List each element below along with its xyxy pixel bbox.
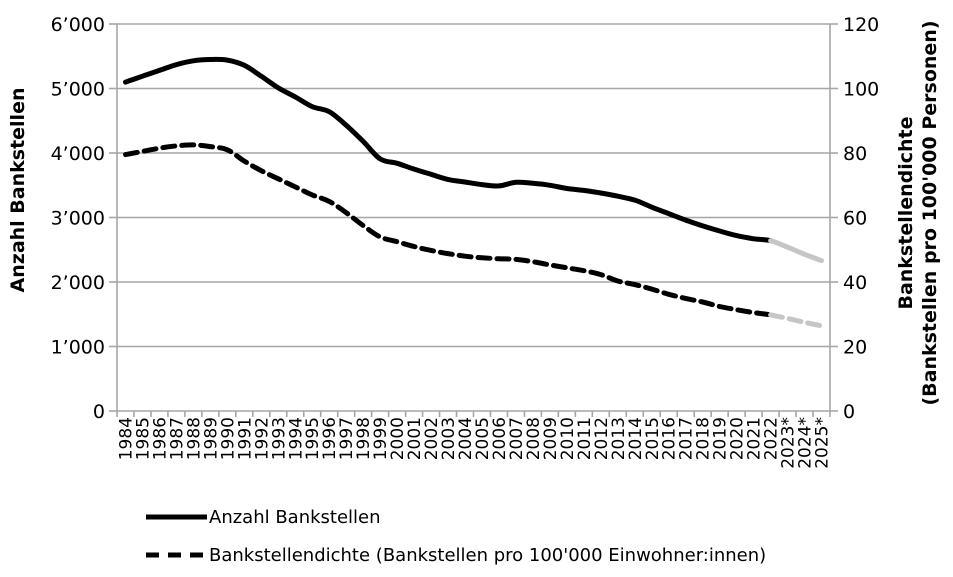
chart-svg: 0 0 1’000 20 2’000 40 3’000 60 4’000 80 5’000 100 6’… [7,14,941,469]
svg-text:2022: 2022 [762,417,782,460]
svg-text:2000: 2000 [388,417,408,460]
legend-label-dichte: Bankstellendichte (Bankstellen pro 100'0… [209,544,767,566]
svg-text:40: 40 [843,272,867,294]
right-axis-title-line2: (Bankstellen pro 100'000 Personen) [919,20,941,405]
svg-text:1’000: 1’000 [51,337,105,359]
legend-item-anzahl: Anzahl Bankstellen [145,504,766,530]
svg-text:2017: 2017 [677,417,697,460]
svg-text:2015: 2015 [643,417,663,460]
svg-text:2001: 2001 [405,417,425,460]
svg-text:0: 0 [843,401,855,423]
svg-text:0: 0 [93,401,105,423]
svg-text:1988: 1988 [184,417,204,460]
svg-text:2024*: 2024* [796,417,816,469]
svg-text:1996: 1996 [320,417,340,460]
svg-text:1993: 1993 [269,417,289,460]
svg-text:2008: 2008 [524,417,544,460]
x-axis-year-labels: 1984198519861987198819891990199119921993… [116,417,832,469]
svg-text:1994: 1994 [286,417,306,460]
svg-text:1991: 1991 [235,417,255,460]
dashed-line-swatch-icon [146,552,207,558]
svg-text:1999: 1999 [371,417,391,460]
svg-text:3’000: 3’000 [51,208,105,230]
svg-text:2018: 2018 [694,417,714,460]
svg-text:20: 20 [843,337,867,359]
forecast-segment [768,238,824,264]
svg-text:60: 60 [843,208,867,230]
left-axis-title: Anzahl Bankstellen [7,88,29,293]
actual-segment [123,56,774,244]
svg-text:1987: 1987 [167,417,187,460]
svg-text:2010: 2010 [558,417,578,460]
solid-line-swatch-icon [146,514,207,520]
right-axis-title-line1: Bankstellendichte [895,116,917,309]
svg-text:2007: 2007 [507,417,527,460]
svg-text:120: 120 [843,14,879,36]
svg-text:6’000: 6’000 [51,14,105,36]
svg-text:2006: 2006 [490,417,510,460]
svg-text:2013: 2013 [609,417,629,460]
svg-text:4’000: 4’000 [51,143,105,165]
svg-text:2’000: 2’000 [51,272,105,294]
svg-text:1998: 1998 [354,417,374,460]
legend: Anzahl Bankstellen Bankstellendichte (Ba… [145,504,766,568]
data-series [123,56,824,329]
axes [109,23,838,417]
svg-text:2012: 2012 [592,417,612,460]
gridlines [117,23,830,412]
svg-text:2025*: 2025* [813,417,833,469]
svg-text:2004: 2004 [456,417,476,460]
svg-text:2016: 2016 [660,417,680,460]
forecast-segment [768,312,824,329]
svg-text:2021: 2021 [745,417,765,460]
svg-text:1986: 1986 [150,417,170,460]
svg-text:1995: 1995 [303,417,323,460]
svg-text:5’000: 5’000 [51,79,105,101]
svg-text:2005: 2005 [473,417,493,460]
legend-label-anzahl: Anzahl Bankstellen [209,506,381,528]
svg-text:1985: 1985 [133,417,153,460]
svg-text:80: 80 [843,143,867,165]
svg-text:1997: 1997 [337,417,357,460]
svg-text:2014: 2014 [626,417,646,460]
svg-text:1992: 1992 [252,417,272,460]
series-anzahl-bankstellen [123,56,824,264]
svg-text:1984: 1984 [116,417,136,460]
svg-text:2020: 2020 [728,417,748,460]
svg-text:1990: 1990 [218,417,238,460]
series-bankstellendichte [123,142,824,329]
svg-text:2003: 2003 [439,417,459,460]
actual-segment [123,142,774,318]
svg-text:2009: 2009 [541,417,561,460]
svg-text:100: 100 [843,79,879,101]
svg-text:2019: 2019 [711,417,731,460]
svg-text:2011: 2011 [575,417,595,460]
legend-item-dichte: Bankstellendichte (Bankstellen pro 100'0… [145,542,766,568]
svg-text:2002: 2002 [422,417,442,460]
axis-tick-labels: 0 0 1’000 20 2’000 40 3’000 60 4’000 80 5’000 100 6’… [51,14,880,423]
svg-text:2023*: 2023* [779,417,799,469]
svg-text:1989: 1989 [201,417,221,460]
